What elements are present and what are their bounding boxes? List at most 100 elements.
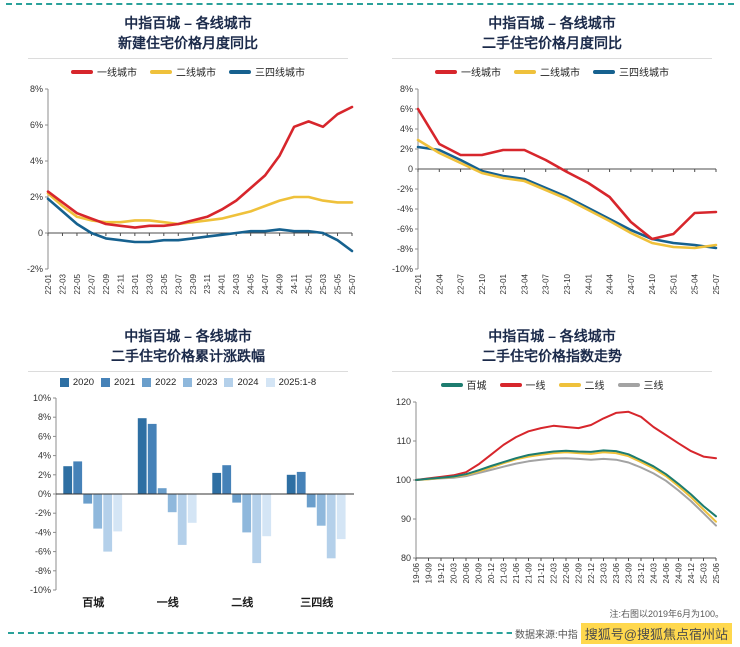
legend-item-2020: 2020 bbox=[59, 377, 95, 389]
svg-text:24-03: 24-03 bbox=[232, 274, 241, 295]
title-divider bbox=[27, 371, 349, 373]
tier1-line-swatch-icon bbox=[499, 382, 522, 387]
tier34-line-swatch-icon bbox=[229, 69, 251, 74]
svg-text:25-07: 25-07 bbox=[712, 274, 721, 295]
legend-item-2023: 2023 bbox=[183, 377, 217, 388]
svg-text:24-01: 24-01 bbox=[584, 274, 593, 295]
svg-text:22-09: 22-09 bbox=[575, 563, 584, 584]
svg-text:20-09: 20-09 bbox=[475, 563, 484, 584]
legend-label: 二线城市 bbox=[540, 68, 580, 80]
svg-text:23-07: 23-07 bbox=[174, 274, 183, 295]
svg-text:-4%: -4% bbox=[397, 204, 413, 214]
legend-item-tier2: 二线城市 bbox=[514, 64, 580, 79]
legend-label: 一线城市 bbox=[97, 68, 137, 80]
svg-text:24-09: 24-09 bbox=[276, 274, 285, 295]
svg-text:22-06: 22-06 bbox=[562, 563, 571, 584]
svg-text:22-04: 22-04 bbox=[435, 274, 444, 295]
chart-title-line2: 二手住宅价格累计涨跌幅 bbox=[111, 347, 265, 364]
index-base-note: 注:右图以2019年6月为100。 bbox=[609, 609, 724, 620]
svg-text:22-07: 22-07 bbox=[457, 274, 466, 295]
svg-text:22-05: 22-05 bbox=[73, 274, 82, 295]
svg-text:24-05: 24-05 bbox=[247, 274, 256, 295]
svg-text:-2%: -2% bbox=[27, 264, 43, 274]
svg-text:2%: 2% bbox=[400, 144, 413, 154]
svg-text:20-06: 20-06 bbox=[462, 563, 471, 584]
legend-item-tier1: 一线城市 bbox=[435, 64, 501, 79]
svg-text:6%: 6% bbox=[400, 104, 413, 114]
svg-text:24-10: 24-10 bbox=[648, 274, 657, 295]
top-dashed-divider bbox=[6, 3, 734, 5]
svg-text:100: 100 bbox=[396, 475, 411, 485]
bar-chart-secondhand-cumulative-change: 10% 8% 6% 4% 2% 0% -2% -4% -6% -8% -10% 百城 一线 二线 三四线 bbox=[30, 393, 354, 609]
legend-index: 百城 一线 二线 三线 bbox=[440, 377, 664, 393]
tier34-line-swatch-icon bbox=[593, 69, 615, 74]
svg-text:24-04: 24-04 bbox=[606, 274, 615, 295]
year-2025-swatch-icon bbox=[265, 378, 275, 388]
year-2020-swatch-icon bbox=[59, 378, 69, 388]
title-divider bbox=[391, 371, 713, 373]
year-2023-swatch-icon bbox=[183, 378, 193, 388]
svg-text:25-06: 25-06 bbox=[712, 563, 721, 584]
chart-title: 中指百城 – 各线城市 新建住宅价格月度同比 bbox=[118, 14, 258, 53]
svg-text:22-01: 22-01 bbox=[44, 274, 53, 295]
svg-text:23-07: 23-07 bbox=[542, 274, 551, 295]
svg-text:24-03: 24-03 bbox=[650, 563, 659, 584]
svg-text:24-09: 24-09 bbox=[675, 563, 684, 584]
legend-item-tier34: 三四线城市 bbox=[229, 64, 305, 79]
svg-text:21-03: 21-03 bbox=[500, 563, 509, 584]
svg-text:8%: 8% bbox=[400, 84, 413, 94]
svg-text:19-06: 19-06 bbox=[412, 563, 421, 584]
chart-title-line1: 中指百城 – 各线城市 bbox=[488, 15, 616, 31]
svg-text:22-12: 22-12 bbox=[587, 563, 596, 584]
svg-text:24-01: 24-01 bbox=[218, 274, 227, 295]
tier3-line-swatch-icon bbox=[617, 382, 640, 387]
svg-text:90: 90 bbox=[401, 514, 411, 524]
legend-item-baicheng: 百城 bbox=[440, 377, 487, 393]
svg-text:24-07: 24-07 bbox=[627, 274, 636, 295]
legend-label: 2024 bbox=[237, 377, 259, 389]
panel-secondhand-price-index: 中指百城 – 各线城市 二手住宅价格指数走势 百城 一线 二线 bbox=[370, 320, 734, 623]
legend-item-tier1: 一线 bbox=[499, 377, 546, 393]
legend-label: 一线 bbox=[525, 381, 546, 393]
svg-text:-6%: -6% bbox=[35, 547, 51, 557]
legend-item-2025: 2025:1-8 bbox=[265, 377, 316, 388]
svg-text:23-01: 23-01 bbox=[499, 274, 508, 295]
watermark: 搜狐号@搜狐焦点宿州站 bbox=[580, 622, 732, 644]
svg-text:25-05: 25-05 bbox=[334, 274, 343, 295]
svg-text:0: 0 bbox=[408, 164, 413, 174]
chart-title: 中指百城 – 各线城市 二手住宅价格指数走势 bbox=[482, 327, 622, 366]
svg-text:-8%: -8% bbox=[397, 244, 413, 254]
svg-text:23-10: 23-10 bbox=[563, 274, 572, 295]
svg-text:2%: 2% bbox=[38, 470, 51, 480]
legend-label: 一线城市 bbox=[461, 68, 501, 80]
svg-text:23-05: 23-05 bbox=[160, 274, 169, 295]
svg-text:24-11: 24-11 bbox=[290, 274, 299, 294]
legend-label: 2020 bbox=[72, 377, 95, 389]
svg-text:25-07: 25-07 bbox=[348, 274, 357, 295]
svg-text:25-03: 25-03 bbox=[700, 563, 709, 584]
panel-secondhand-cumulative-change: 中指百城 – 各线城市 二手住宅价格累计涨跌幅 2020 2021 2022 bbox=[6, 320, 370, 623]
svg-text:-8%: -8% bbox=[35, 566, 51, 576]
legend-label: 2022 bbox=[155, 377, 177, 389]
svg-text:-10%: -10% bbox=[392, 264, 413, 274]
svg-text:22-01: 22-01 bbox=[414, 274, 423, 295]
svg-text:23-09: 23-09 bbox=[625, 563, 634, 584]
svg-text:-10%: -10% bbox=[30, 585, 51, 595]
legend-secondhand: 一线城市 二线城市 三四线城市 bbox=[435, 64, 669, 79]
svg-text:25-01: 25-01 bbox=[669, 274, 678, 295]
baicheng-line-swatch-icon bbox=[440, 382, 463, 387]
legend-label: 百城 bbox=[466, 381, 487, 393]
svg-text:三四线: 三四线 bbox=[300, 595, 333, 609]
svg-text:23-03: 23-03 bbox=[600, 563, 609, 584]
svg-text:8%: 8% bbox=[38, 412, 51, 422]
svg-text:0: 0 bbox=[38, 228, 43, 238]
svg-text:24-12: 24-12 bbox=[687, 563, 696, 584]
data-source-label: 数据来源:中指 bbox=[512, 625, 581, 641]
svg-text:20-12: 20-12 bbox=[487, 563, 496, 584]
legend-label: 三四线城市 bbox=[255, 68, 305, 80]
svg-text:23-04: 23-04 bbox=[520, 274, 529, 295]
chart-title-line2: 二手住宅价格月度同比 bbox=[482, 34, 622, 51]
legend-item-2022: 2022 bbox=[142, 377, 176, 388]
legend-label: 2021 bbox=[114, 377, 136, 389]
svg-text:22-09: 22-09 bbox=[102, 274, 111, 295]
